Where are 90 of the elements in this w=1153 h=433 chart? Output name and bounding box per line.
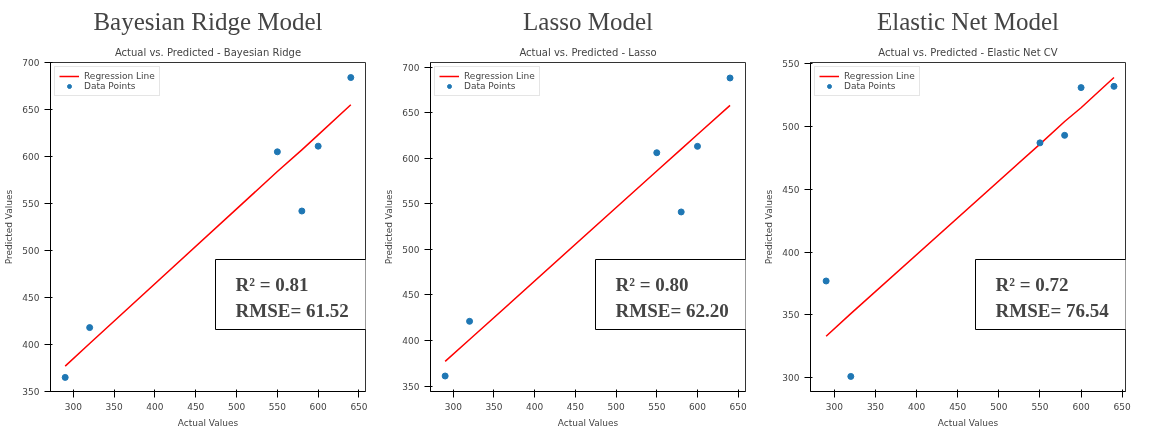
point: [1061, 131, 1069, 139]
point: [298, 207, 306, 215]
x-tick-label: 400: [908, 401, 926, 412]
x-axis-title: Actual Values: [557, 417, 619, 428]
y-axis-title: Predicted Values: [384, 189, 395, 265]
y-tick-label: 500: [22, 246, 40, 256]
y-tick-label: 550: [782, 59, 800, 70]
x-tick-label: 550: [648, 401, 666, 412]
annotation: R² = 0.72: [995, 273, 1069, 295]
x-tick-label: 600: [688, 401, 707, 412]
point: [466, 317, 474, 325]
y-tick-label: 500: [402, 244, 420, 255]
x-axis-title: Actual Values: [177, 417, 239, 428]
y-tick-label: 350: [402, 381, 420, 392]
chart-title: Lasso Model: [523, 7, 653, 35]
point: [677, 208, 685, 216]
y-tick-label: 300: [782, 373, 800, 384]
x-tick-label: 450: [566, 401, 585, 412]
line-series: [444, 104, 731, 363]
y-tick-label: 400: [22, 340, 40, 350]
point: [726, 74, 734, 82]
y-tick-label: 650: [22, 105, 40, 115]
point: [653, 149, 661, 157]
y-axis-title: Predicted Values: [4, 189, 15, 265]
chart-subtitle: Actual vs. Predicted - Bayesian Ridge: [114, 46, 302, 58]
x-tick-label: 300: [444, 401, 463, 412]
legend-label: Data Points: [844, 81, 896, 91]
point: [1077, 84, 1085, 92]
chart-subtitle: Actual vs. Predicted - Lasso: [519, 46, 657, 58]
y-tick-label: 550: [22, 199, 40, 209]
legend-label: Regression Line: [464, 71, 535, 81]
x-tick-label: 450: [949, 401, 967, 412]
y-tick-label: 450: [402, 290, 420, 301]
point: [693, 142, 701, 150]
x-tick-label: 300: [64, 401, 83, 412]
x-tick-label: 600: [309, 401, 328, 412]
y-tick-label: 600: [22, 152, 40, 162]
y-tick-label: 450: [782, 184, 800, 195]
annotation: R² = 0.81: [235, 273, 309, 295]
y-tick-label: 350: [22, 387, 40, 397]
y-tick-label: 450: [22, 293, 40, 303]
x-tick-label: 350: [485, 401, 503, 412]
legend-label: Regression Line: [844, 71, 915, 81]
y-tick-label: 500: [782, 122, 800, 133]
point: [273, 148, 281, 156]
chart-subtitle: Actual vs. Predicted - Elastic Net CV: [878, 46, 1058, 58]
x-tick-label: 450: [187, 401, 205, 412]
x-tick-label: 500: [990, 401, 1008, 412]
point: [347, 74, 355, 82]
annotation: R² = 0.80: [615, 273, 689, 295]
chart-title: Elastic Net Model: [877, 7, 1059, 35]
y-tick-label: 400: [402, 335, 420, 346]
y-tick-label: 700: [402, 62, 420, 73]
annotation: RMSE= 76.54: [995, 299, 1110, 321]
x-tick-label: 350: [105, 401, 124, 412]
point: [314, 142, 322, 150]
annotation: RMSE= 61.52: [235, 299, 349, 321]
legend-label: Data Points: [84, 81, 136, 91]
y-tick-label: 350: [782, 310, 800, 321]
x-tick-label: 500: [607, 401, 625, 412]
x-tick-label: 500: [227, 401, 246, 412]
point: [847, 372, 855, 380]
point: [1110, 82, 1118, 90]
point: [441, 372, 449, 380]
y-tick-label: 600: [402, 153, 420, 164]
annotation: RMSE= 62.20: [615, 299, 729, 321]
legend-label: Regression Line: [84, 71, 155, 81]
line-series: [64, 104, 352, 367]
x-axis-title: Actual Values: [937, 417, 999, 428]
y-tick-label: 700: [22, 58, 40, 68]
x-tick-label: 550: [1031, 401, 1049, 412]
x-tick-label: 650: [350, 401, 368, 412]
point: [1036, 139, 1044, 147]
y-tick-label: 400: [782, 247, 800, 258]
x-tick-label: 300: [825, 401, 844, 412]
x-tick-label: 650: [729, 401, 748, 412]
y-tick-label: 650: [402, 108, 420, 119]
point: [822, 277, 830, 285]
x-tick-label: 400: [526, 401, 544, 412]
point: [61, 373, 69, 381]
x-tick-label: 650: [1113, 401, 1132, 412]
x-tick-label: 350: [866, 401, 885, 412]
y-tick-label: 550: [402, 199, 420, 210]
legend-label: Data Points: [464, 81, 516, 91]
x-tick-label: 600: [1072, 401, 1090, 412]
point: [86, 324, 94, 332]
x-tick-label: 550: [268, 401, 287, 412]
chart-title: Bayesian Ridge Model: [93, 7, 323, 35]
x-tick-label: 400: [146, 401, 164, 412]
y-axis-title: Predicted Values: [764, 189, 775, 265]
